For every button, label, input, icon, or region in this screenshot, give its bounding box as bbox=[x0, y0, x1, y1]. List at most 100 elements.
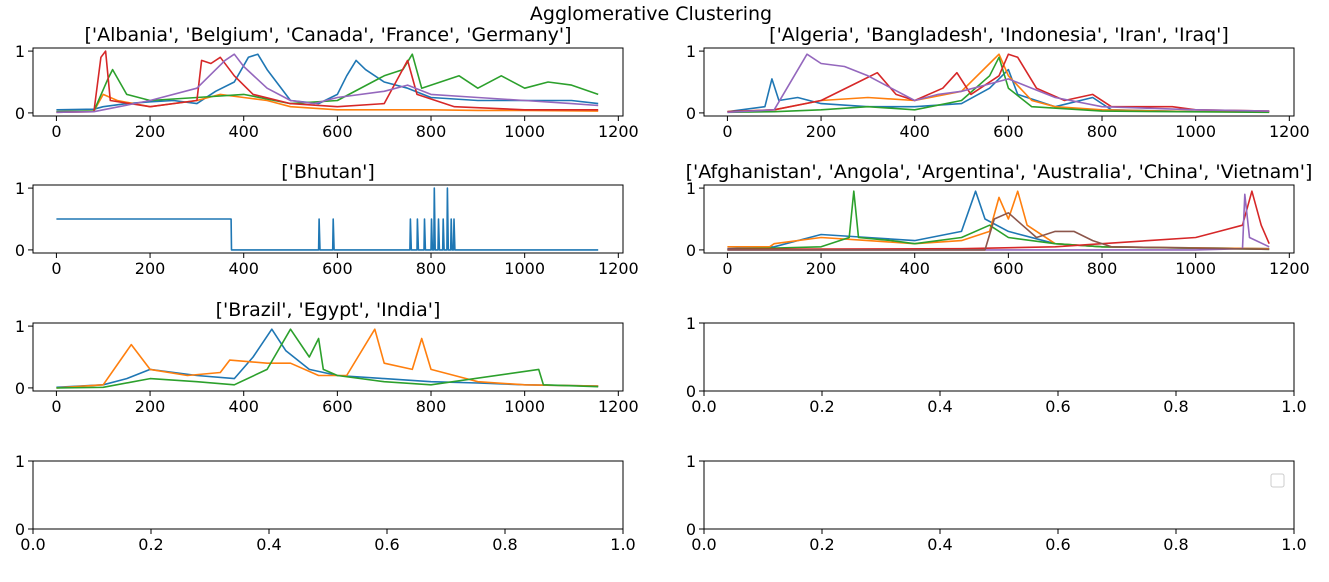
axes-frame bbox=[703, 184, 1295, 254]
y-tick-label: 1 bbox=[15, 317, 25, 336]
series-line-3 bbox=[727, 56, 1270, 114]
y-tick-label: 0 bbox=[686, 104, 696, 123]
x-tick-label: 200 bbox=[135, 397, 166, 416]
axes-frame bbox=[32, 322, 624, 392]
series-line-4 bbox=[727, 190, 1270, 251]
x-tick-label: 1200 bbox=[598, 259, 639, 278]
series-line-3 bbox=[56, 53, 599, 113]
x-tick-label: 200 bbox=[806, 122, 837, 141]
x-tick-label: 400 bbox=[899, 122, 930, 141]
x-tick-label: 0.8 bbox=[1163, 397, 1188, 416]
x-tick-label: 0 bbox=[722, 122, 732, 141]
subplot-3: 0 200 400 600 800 1000 1200 0 1 ['Bhutan'] bbox=[15, 161, 639, 278]
x-tick-label: 800 bbox=[416, 259, 447, 278]
x-tick-label: 0.4 bbox=[256, 535, 281, 554]
series-group bbox=[56, 187, 599, 251]
subplot-6: 0.0 0.2 0.4 0.6 0.8 1.0 0 1 bbox=[686, 314, 1307, 416]
x-tick-label: 1200 bbox=[598, 397, 639, 416]
y-tick-label: 0 bbox=[686, 382, 696, 401]
y-tick-label: 0 bbox=[686, 241, 696, 260]
legend-box bbox=[1270, 473, 1285, 488]
series-line-5 bbox=[56, 53, 599, 114]
x-tick-label: 400 bbox=[228, 397, 259, 416]
y-tick-label: 1 bbox=[15, 42, 25, 61]
x-tick-label: 400 bbox=[899, 259, 930, 278]
x-tick-label: 0.0 bbox=[691, 535, 716, 554]
y-tick-label: 0 bbox=[15, 520, 25, 539]
y-tick-label: 0 bbox=[15, 241, 25, 260]
x-tick-label: 200 bbox=[135, 259, 166, 278]
y-tick-label: 1 bbox=[686, 452, 696, 471]
x-tick-label: 0 bbox=[51, 397, 61, 416]
y-tick-label: 0 bbox=[686, 520, 696, 539]
x-tick-label: 200 bbox=[806, 259, 837, 278]
x-tick-label: 0.6 bbox=[1045, 535, 1070, 554]
axes-frame bbox=[32, 47, 624, 117]
y-tick-label: 1 bbox=[686, 179, 696, 198]
x-tick-label: 0.2 bbox=[809, 535, 834, 554]
x-tick-label: 1000 bbox=[504, 397, 545, 416]
y-tick-label: 1 bbox=[15, 179, 25, 198]
series-line-2 bbox=[56, 328, 599, 389]
x-tick-label: 800 bbox=[416, 397, 447, 416]
subplot-title: ['Albania', 'Belgium', 'Canada', 'France… bbox=[84, 24, 571, 46]
x-tick-label: 0.0 bbox=[691, 397, 716, 416]
series-group bbox=[727, 190, 1270, 251]
x-tick-label: 1000 bbox=[504, 259, 545, 278]
x-tick-label: 400 bbox=[228, 122, 259, 141]
y-tick-label: 0 bbox=[15, 379, 25, 398]
subplot-title: ['Bhutan'] bbox=[281, 161, 375, 183]
subplot-title: ['Afghanistan', 'Angola', 'Argentina', '… bbox=[686, 161, 1313, 183]
x-tick-label: 400 bbox=[228, 259, 259, 278]
x-tick-label: 1000 bbox=[1175, 259, 1216, 278]
series-group bbox=[56, 328, 599, 389]
x-tick-label: 1200 bbox=[1269, 122, 1310, 141]
x-tick-label: 1.0 bbox=[1281, 535, 1306, 554]
series-line-6 bbox=[727, 212, 1270, 251]
x-tick-label: 0 bbox=[51, 122, 61, 141]
x-tick-label: 0.0 bbox=[20, 535, 45, 554]
series-line-2 bbox=[727, 190, 1270, 250]
x-tick-label: 800 bbox=[1087, 122, 1118, 141]
series-line-3 bbox=[56, 328, 599, 389]
x-tick-label: 0.6 bbox=[374, 535, 399, 554]
x-tick-label: 1000 bbox=[1175, 122, 1216, 141]
y-tick-label: 1 bbox=[686, 314, 696, 333]
x-tick-label: 0 bbox=[51, 259, 61, 278]
x-tick-label: 0.2 bbox=[138, 535, 163, 554]
x-tick-label: 600 bbox=[993, 259, 1024, 278]
series-line-1 bbox=[56, 328, 599, 389]
x-tick-label: 600 bbox=[322, 397, 353, 416]
subplot-title: ['Brazil', 'Egypt', 'India'] bbox=[216, 299, 441, 321]
series-line-4 bbox=[727, 53, 1270, 113]
x-tick-label: 600 bbox=[322, 259, 353, 278]
x-tick-label: 600 bbox=[993, 122, 1024, 141]
y-tick-label: 1 bbox=[15, 452, 25, 471]
series-line-1 bbox=[727, 68, 1270, 113]
figure-suptitle: Agglomerative Clustering bbox=[530, 3, 772, 25]
x-tick-label: 0.6 bbox=[1045, 397, 1070, 416]
x-tick-label: 1200 bbox=[1269, 259, 1310, 278]
y-tick-label: 0 bbox=[15, 104, 25, 123]
x-tick-label: 0.2 bbox=[809, 397, 834, 416]
x-tick-label: 200 bbox=[135, 122, 166, 141]
x-tick-label: 1.0 bbox=[1281, 397, 1306, 416]
series-line-1 bbox=[56, 187, 599, 251]
axes-frame bbox=[703, 322, 1295, 392]
series-group bbox=[56, 50, 599, 114]
series-group bbox=[727, 53, 1270, 114]
x-tick-label: 0 bbox=[722, 259, 732, 278]
series-line-2 bbox=[727, 53, 1270, 113]
axes-frame bbox=[703, 460, 1295, 530]
x-tick-label: 600 bbox=[322, 122, 353, 141]
axes-frame bbox=[703, 47, 1295, 117]
series-line-3 bbox=[727, 190, 1270, 251]
axes-frame bbox=[32, 460, 624, 530]
x-tick-label: 0.8 bbox=[1163, 535, 1188, 554]
subplot-8: 0.0 0.2 0.4 0.6 0.8 1.0 0 1 bbox=[686, 452, 1307, 554]
y-tick-label: 1 bbox=[686, 42, 696, 61]
x-tick-label: 1.0 bbox=[610, 535, 635, 554]
x-tick-label: 0.4 bbox=[927, 397, 952, 416]
axes-frame bbox=[32, 184, 624, 254]
